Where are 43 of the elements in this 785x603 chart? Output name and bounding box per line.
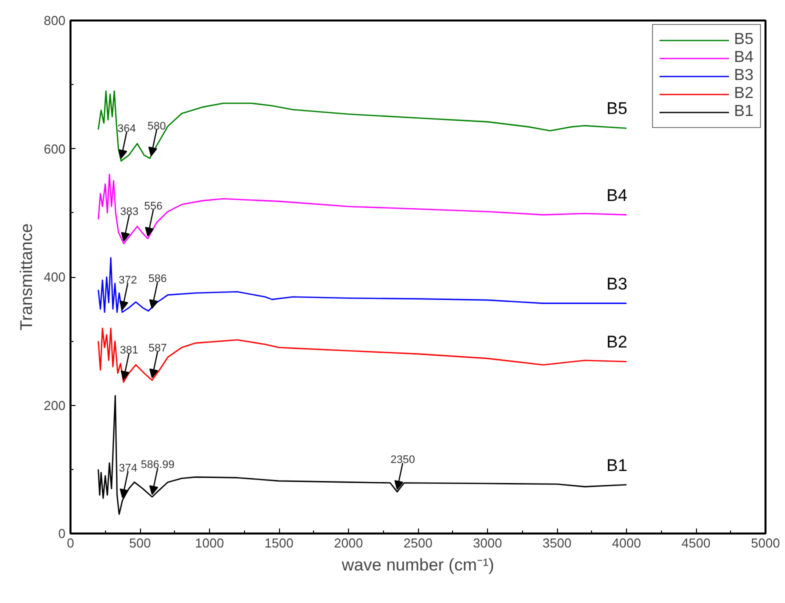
line-series [98,328,628,383]
legend-label: B2 [734,85,754,103]
line-series [98,257,628,313]
text: B1 [606,456,628,475]
line-series [98,174,628,244]
line-series [98,90,628,162]
x-tick-label: 3000 [473,536,502,550]
y-tick-label: 800 [44,13,66,28]
annotation: 364 [117,123,136,136]
text: B4 [606,186,628,205]
legend-label: B4 [734,49,754,67]
annotation: 586 [148,273,167,286]
x-tick-label: 1000 [195,536,224,550]
y-tick-label: 600 [44,141,66,156]
text: B2 [606,332,628,352]
y-tick-label: 400 [44,270,66,284]
x-tick-label: 1500 [264,536,294,550]
annotation: 383 [120,206,138,218]
annotation: 374 [118,462,138,474]
x-axis-title: wave number (cm⁻¹) [340,556,494,574]
text: B3 [606,274,628,294]
x-tick-label: 500 [129,536,151,550]
x-tick-label: 3500 [542,536,572,550]
annotation: 381 [120,344,138,356]
y-tick-label: 0 [58,526,66,541]
x-tick-label: 2500 [404,536,432,550]
x-tick-label: 4500 [682,536,710,550]
x-tick-label: 5000 [751,536,780,550]
annotation: 587 [148,342,167,354]
legend-label: B3 [734,67,754,85]
y-axis-title: Transmittance [16,223,36,331]
annotation: 580 [148,120,166,133]
annotation: 372 [118,274,137,286]
y-tick-label: 200 [44,398,66,413]
annotation: 586.99 [140,459,174,472]
line-series [98,394,628,515]
legend-label: B1 [734,103,754,121]
annotation: 556 [144,200,163,213]
x-tick-label: 2000 [334,536,363,550]
legend-label: B5 [734,31,754,49]
annotation: 2350 [390,454,415,466]
x-tick-label: 4000 [612,536,641,550]
text: B5 [606,99,628,118]
